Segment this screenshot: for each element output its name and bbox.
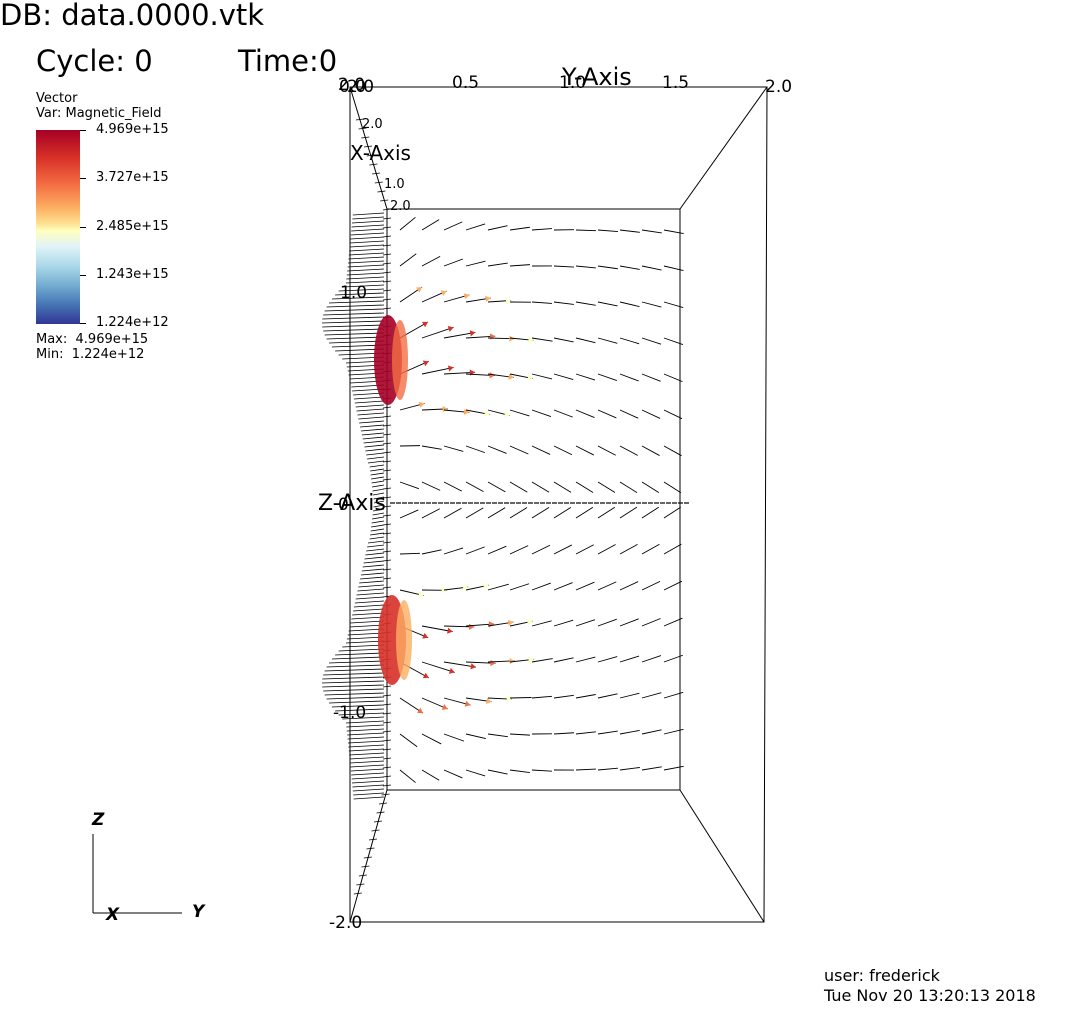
vector-glyphs [321,118,689,895]
colorbar [36,130,80,324]
triad-y-label: Y [192,902,205,922]
box-edge [349,789,388,923]
time-label: Time:0 [238,44,338,78]
bounding-box [349,86,768,923]
x-tick-label: 1.0 [384,177,405,192]
database-title: DB: data.0000.vtk [0,0,265,32]
date-label: Tue Nov 20 13:20:13 2018 [824,986,1036,1005]
legend-variable: Var: Magnetic_Field [36,106,162,121]
box-edge [679,789,765,923]
y-tick-label: 2.0 [347,77,374,97]
colorbar-tick-label: 4.969e+15 [96,122,169,137]
colorbar-tick-label: 2.485e+15 [96,219,169,234]
triad-x-label: X [106,905,120,925]
legend-max: Max: 4.969e+15 [36,332,149,347]
z-tick-label: 2.0 [338,75,365,95]
colorbar-tick [80,275,86,276]
z-tick-label: 0 [338,495,349,515]
y-tick-label: 0.5 [452,73,479,93]
x-tick-label: 2.0 [362,117,383,132]
colorbar-tick-label: 3.727e+15 [96,170,169,185]
y-tick-label: 1.5 [662,73,689,93]
box-front-face [349,86,768,923]
colorbar-tick-label: 1.243e+15 [96,267,169,282]
colorbar-tick [80,130,86,131]
axis-labels: Y-Axis X-Axis Z-Axis 0.0 2.0 0.5 1.0 1.5… [318,63,792,933]
box-back-face [386,208,681,791]
z-tick-label: 1.0 [340,283,367,303]
colorbar-tick [80,178,86,179]
y-axis-title: Y-Axis [561,63,632,91]
y-tick-label: 1.0 [559,73,586,93]
cycle-label: Cycle: 0 [36,44,153,78]
x-tick-label: 2.0 [390,199,411,214]
legend-min: Min: 1.224e+12 [36,347,145,362]
triad-z-label: Z [92,810,105,830]
colorbar-tick [80,227,86,228]
z-tick-label: -1.0 [333,703,366,723]
legend-plot-type: Vector [36,91,78,106]
orientation-triad [92,834,182,914]
colorbar-tick [80,323,86,324]
x-axis-title: X-Axis [350,141,411,165]
z-axis-title: Z-Axis [318,491,386,516]
user-label: user: frederick [824,966,940,985]
box-edge [349,86,388,210]
y-tick-label: 2.0 [765,77,792,97]
y-tick-label: 0.0 [339,77,366,97]
colorbar-tick-label: 1.224e+12 [96,315,169,330]
z-tick-label: -2.0 [329,913,362,933]
box-edge [679,86,768,210]
